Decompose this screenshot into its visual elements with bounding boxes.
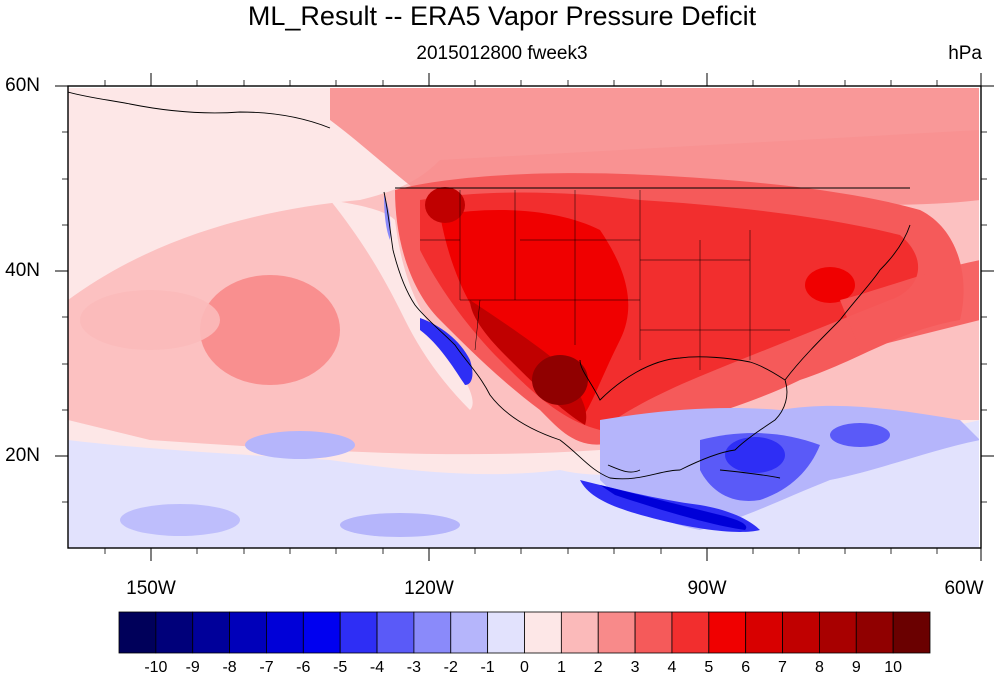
colorbar-tick-label: 10 bbox=[884, 659, 902, 676]
lon-label-60w: 60W bbox=[944, 578, 984, 599]
colorbar-swatch bbox=[855, 611, 894, 654]
colorbar-tick-label: -6 bbox=[296, 659, 311, 676]
lon-label-120w: 120W bbox=[404, 578, 454, 599]
colorbar-tick-label: 5 bbox=[704, 659, 714, 676]
colorbar bbox=[118, 611, 931, 654]
map-subtitle: 2015012800 fweek3 bbox=[416, 43, 588, 64]
colorbar-swatch bbox=[302, 611, 341, 654]
anomaly-field bbox=[68, 88, 979, 548]
colorbar-tick-label: -4 bbox=[369, 659, 385, 676]
colorbar-swatch bbox=[266, 611, 304, 654]
lat-label-40n: 40N bbox=[5, 260, 40, 281]
colorbar-swatch bbox=[192, 611, 230, 654]
colorbar-tick-label: 1 bbox=[556, 659, 566, 676]
colorbar-tick-label: -5 bbox=[333, 659, 348, 676]
colorbar-swatch bbox=[376, 611, 415, 654]
colorbar-tick-label: -9 bbox=[185, 659, 200, 676]
colorbar-tick-label: -8 bbox=[222, 659, 237, 676]
colorbar-swatch bbox=[634, 611, 673, 654]
colorbar-swatch bbox=[413, 611, 452, 654]
colorbar-tick-label: -10 bbox=[144, 659, 168, 676]
colorbar-tick-label: -3 bbox=[406, 659, 421, 676]
colorbar-swatch bbox=[892, 611, 931, 654]
colorbar-tick-label: -1 bbox=[480, 659, 495, 676]
colorbar-swatch bbox=[450, 611, 489, 654]
minor-ticks bbox=[62, 80, 987, 554]
lon-label-90w: 90W bbox=[687, 578, 727, 599]
lon-label-150w: 150W bbox=[126, 578, 176, 599]
units-label: hPa bbox=[948, 43, 982, 64]
map-title: ML_Result -- ERA5 Vapor Pressure Deficit bbox=[247, 1, 757, 31]
colorbar-swatch bbox=[745, 611, 783, 654]
colorbar-tick-label: 9 bbox=[851, 659, 861, 676]
state-boundaries bbox=[420, 190, 790, 370]
colorbar-tick-label: 7 bbox=[778, 659, 787, 676]
colorbar-swatch bbox=[560, 611, 599, 654]
colorbar-tick-label: 2 bbox=[593, 659, 603, 676]
colorbar-tick-label: 3 bbox=[630, 659, 640, 676]
colorbar-swatch bbox=[597, 611, 636, 654]
colorbar-swatch bbox=[155, 611, 194, 654]
colorbar-tick-label: 6 bbox=[741, 659, 751, 676]
colorbar-swatch bbox=[671, 611, 710, 654]
colorbar-tick-label: -2 bbox=[443, 659, 458, 676]
colorbar-swatch bbox=[524, 611, 562, 654]
colorbar-tick-label: -7 bbox=[259, 659, 274, 676]
lat-label-60n: 60N bbox=[5, 75, 40, 96]
colorbar-tick-label: 4 bbox=[667, 659, 677, 676]
lat-label-20n: 20N bbox=[5, 445, 40, 466]
colorbar-tick-label: 8 bbox=[814, 659, 824, 676]
axis-ticks bbox=[55, 73, 994, 561]
colorbar-swatch bbox=[487, 611, 525, 654]
colorbar-swatch bbox=[118, 611, 157, 654]
colorbar-swatch bbox=[708, 611, 747, 654]
colorbar-swatch bbox=[229, 611, 267, 654]
colorbar-tick-label: 0 bbox=[520, 659, 529, 676]
colorbar-swatch bbox=[339, 611, 378, 654]
colorbar-swatch bbox=[782, 611, 820, 654]
coastlines bbox=[68, 91, 911, 480]
colorbar-swatch bbox=[819, 611, 857, 654]
